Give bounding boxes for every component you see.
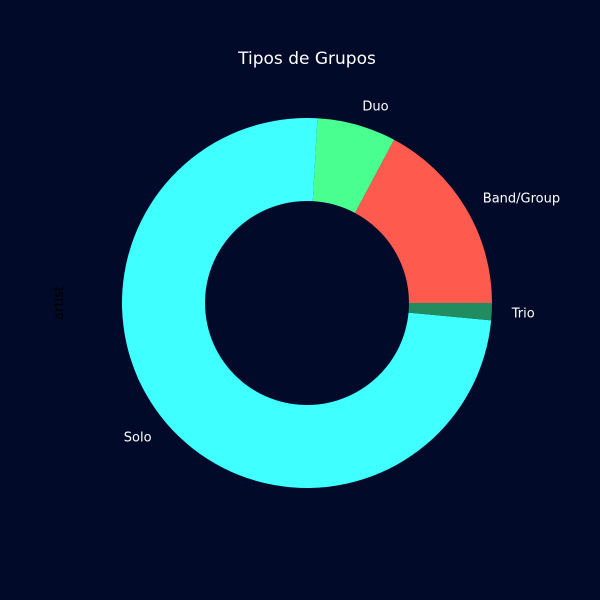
chart-title: Tipos de Grupos: [237, 49, 376, 69]
slice-label-solo: Solo: [124, 431, 152, 446]
slice-band-group: [355, 139, 492, 303]
slices-group: [121, 117, 492, 489]
slice-label-band-group: Band/Group: [483, 192, 560, 207]
slice-label-trio: Trio: [511, 307, 535, 322]
y-axis-label: artist: [52, 286, 67, 320]
labels-group: Band/Group Duo Solo Trio: [124, 100, 560, 446]
slice-label-duo: Duo: [362, 100, 388, 115]
slice-solo: [121, 117, 492, 489]
slice-trio: [408, 303, 492, 321]
slice-duo: [312, 118, 395, 214]
